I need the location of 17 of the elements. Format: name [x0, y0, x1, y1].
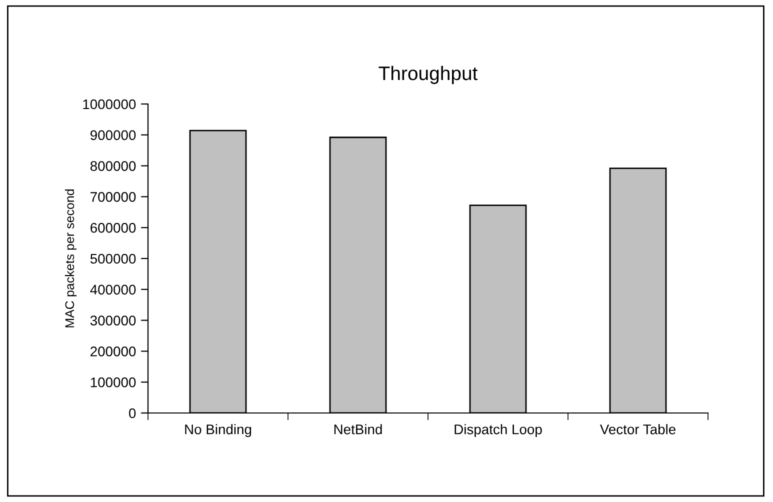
- x-tick-label: NetBind: [334, 424, 382, 434]
- y-tick-label: 1000000: [83, 99, 136, 110]
- x-tick-label: Vector Table: [600, 424, 676, 434]
- y-tick-label: 500000: [90, 254, 136, 264]
- y-tick-label: 400000: [90, 284, 136, 295]
- y-tick-label: 0: [129, 408, 136, 418]
- y-tick-label: 100000: [90, 377, 136, 388]
- y-tick-label: 300000: [90, 316, 136, 326]
- y-tick-label: 600000: [90, 222, 136, 233]
- x-tick-label: No Binding: [185, 424, 252, 438]
- y-tick-label: 800000: [90, 161, 136, 171]
- chart-title: Throughput: [378, 66, 478, 84]
- y-tick-label: 700000: [90, 192, 136, 202]
- x-tick-label: Dispatch Loop: [454, 424, 542, 438]
- y-tick-label: 900000: [90, 130, 136, 140]
- y-axis-title: MAC packets per second: [64, 189, 77, 328]
- y-tick-label: 200000: [90, 346, 136, 356]
